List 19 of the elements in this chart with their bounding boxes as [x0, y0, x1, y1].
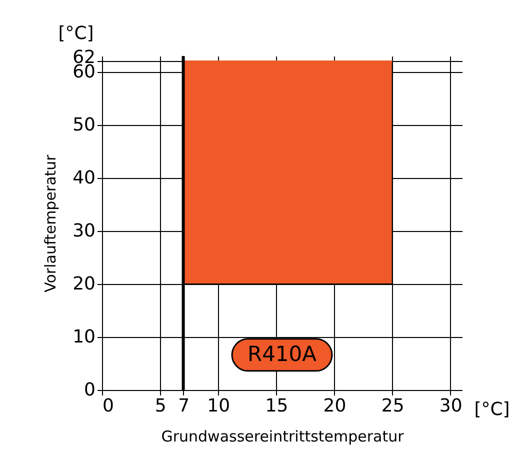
text: R410A [247, 342, 318, 366]
y-axis-title: Vorlauftemperatur [42, 154, 60, 292]
text: [°C] [58, 23, 94, 44]
x-tick-label: 20 [323, 396, 346, 416]
y-tick-label: 10 [72, 326, 96, 348]
y-tick-label: 20 [72, 273, 96, 294]
x-tick-label: 15 [265, 396, 288, 416]
y-tick-label: 30 [72, 220, 96, 242]
x-tick-label: 30 [439, 396, 462, 416]
text: [°C] [474, 399, 510, 420]
y-tick-label: 50 [72, 114, 96, 136]
x-tick-label: 25 [381, 396, 404, 416]
y-tick-label: 0 [84, 380, 96, 400]
x-tick-label: 10 [207, 396, 230, 416]
x-axis-title: Grundwassereintrittstemperatur [161, 428, 405, 446]
x-tick-label: 0 [102, 396, 114, 416]
x-tick-label: 7 [178, 396, 190, 416]
y-tick-label: 40 [72, 167, 96, 188]
x-tick-label: 5 [154, 396, 166, 416]
